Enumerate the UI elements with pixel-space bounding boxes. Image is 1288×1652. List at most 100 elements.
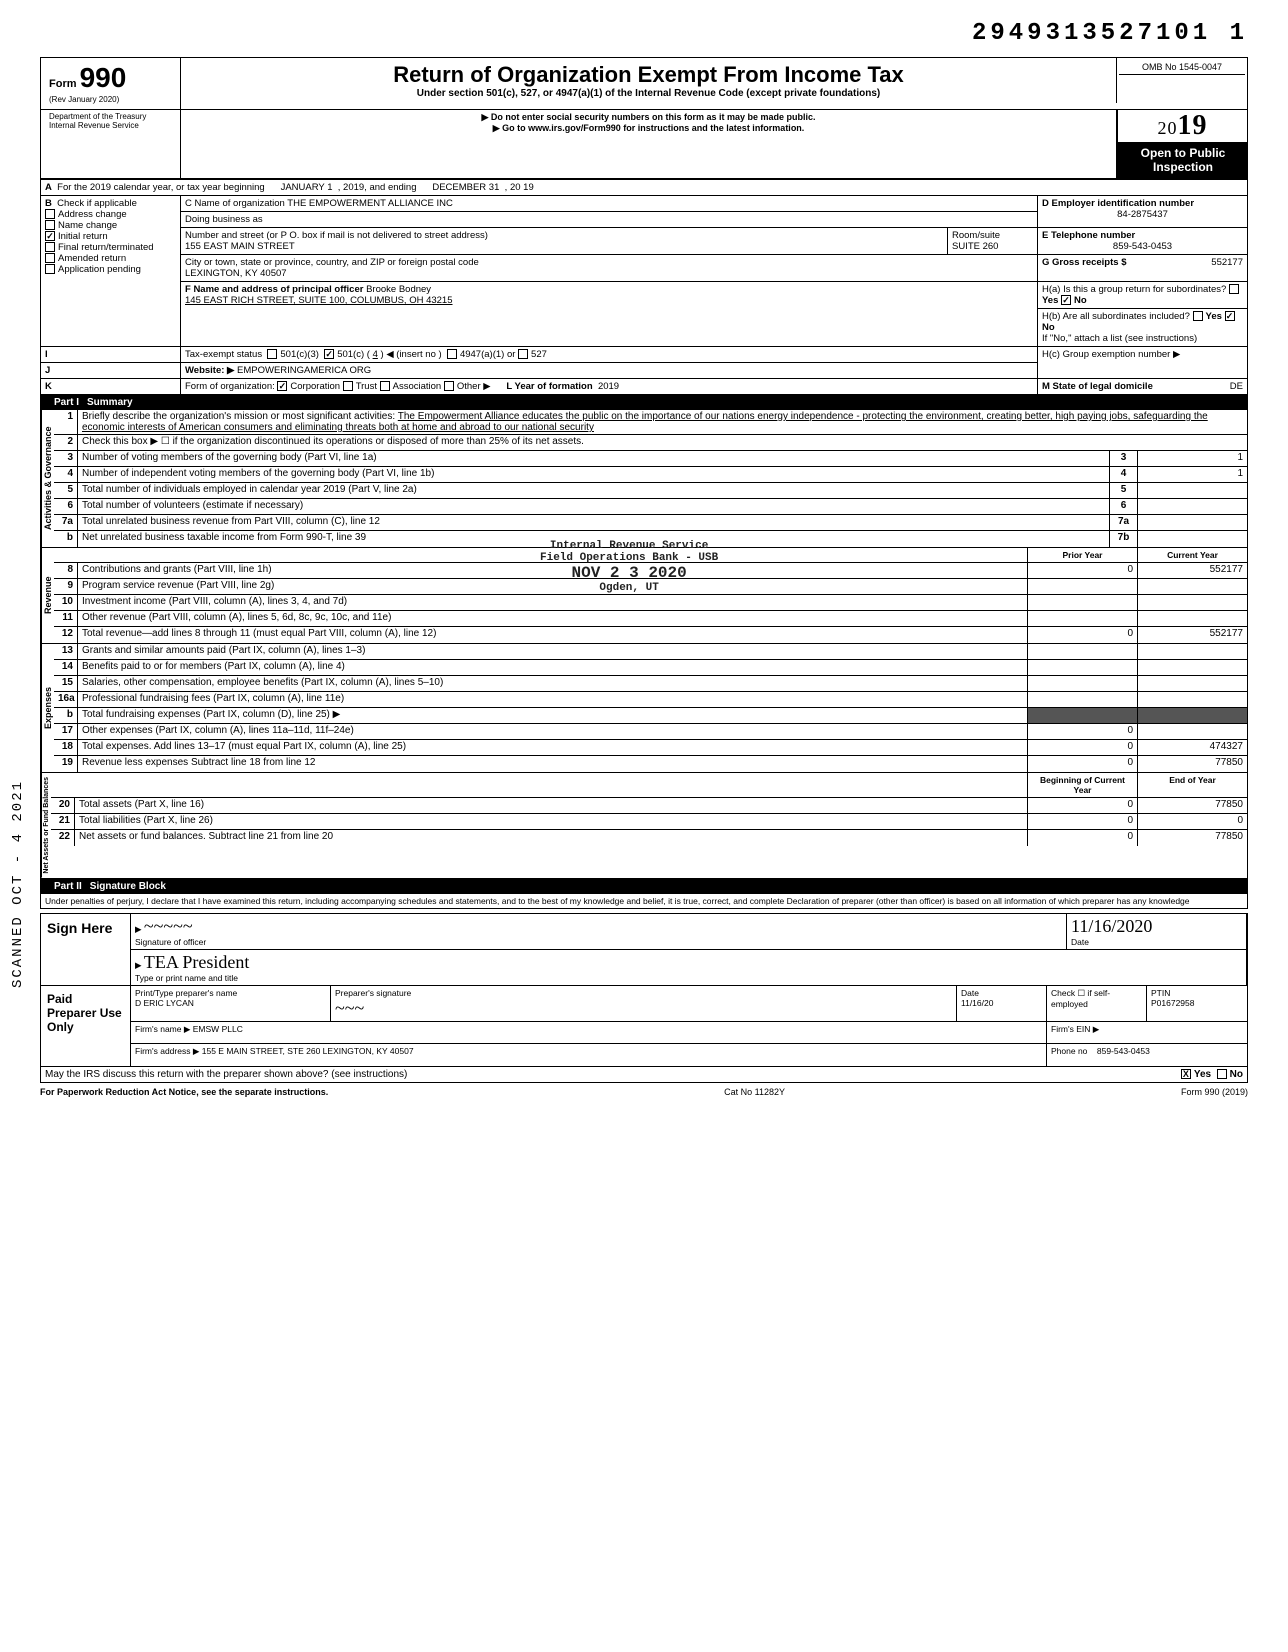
hc: H(c) Group exemption number ▶ [1042,349,1180,360]
v18c: 474327 [1137,740,1247,755]
lineA: For the 2019 calendar year, or tax year … [57,182,265,193]
cb-addr[interactable] [45,209,55,219]
l16b: Total fundraising expenses (Part IX, col… [78,708,1027,723]
sign-here: Sign Here [41,914,131,985]
v21e: 0 [1137,814,1247,829]
main-title: Return of Organization Exempt From Incom… [189,62,1108,88]
open1: Open to Public [1122,146,1244,160]
f-addr: 145 EAST RICH STREET, SUITE 100, COLUMBU… [185,295,453,306]
l6: Total number of volunteers (estimate if … [78,499,1109,514]
part2-header: Part IISignature Block [40,879,1248,894]
k1: Trust [356,381,377,392]
ptin-lbl: PTIN [1151,988,1170,998]
l12: Total revenue—add lines 8 through 11 (mu… [78,627,1027,643]
k-label: Form of organization: [185,381,275,392]
footer: For Paperwork Reduction Act Notice, see … [40,1087,1248,1097]
c-label: C Name of organization [185,198,285,209]
header-fields: A For the 2019 calendar year, or tax yea… [40,179,1248,395]
hby: Yes [1206,311,1222,322]
k-assoc[interactable] [380,381,390,391]
ptin: P01672958 [1151,998,1195,1008]
hb-no[interactable]: ✓ [1225,311,1235,321]
cb-amend[interactable] [45,253,55,263]
arrow1: ▶ Do not enter social security numbers o… [183,112,1114,123]
hay: Yes [1042,295,1058,306]
l2: Check this box ▶ ☐ if the organization d… [78,435,1247,450]
k-trust[interactable] [343,381,353,391]
irs-stamp: Internal Revenue Service Field Operation… [540,540,718,594]
f-name: Brooke Bodney [366,284,431,295]
io4: 4947(a)(1) or [460,349,515,360]
cb-name[interactable] [45,220,55,230]
io0: 501(c)(3) [280,349,319,360]
side-na: Net Assets or Fund Balances [41,773,51,878]
io2: 4 [373,349,378,360]
e-phone: 859-543-0453 [1042,241,1243,252]
c-street: 155 EAST MAIN STREET [185,241,295,252]
c-city-lbl: City or town, state or province, country… [185,257,479,268]
p1: Part I [46,397,87,408]
begin: JANUARY 1 [281,182,333,193]
cb-final[interactable] [45,242,55,252]
g-val: 552177 [1211,257,1243,268]
form-label: Form [49,78,77,90]
b4: Amended return [58,253,126,264]
m-label: M State of legal domicile [1042,381,1153,392]
firm-name: EMSW PLLC [193,1024,243,1034]
cb-initial[interactable]: ✓ [45,231,55,241]
ha-no[interactable]: ✓ [1061,295,1071,305]
sig-date-val: 11/16/2020 [1071,916,1152,936]
v3: 1 [1137,451,1247,466]
io3: ) ◀ (insert no ) [381,349,442,360]
prep-name-lbl: Print/Type preparer's name [135,988,237,998]
perjury: Under penalties of perjury, I declare th… [40,894,1248,909]
discuss-yes: Yes [1194,1069,1211,1080]
hb-yes[interactable] [1193,311,1203,321]
i-4947[interactable] [447,349,457,359]
sig-officer-lbl: Signature of officer [135,937,206,947]
v8p: 0 [1027,563,1137,578]
firm-ein-lbl: Firm's EIN ▶ [1047,1022,1247,1043]
form-footer: Form 990 (2019) [1181,1087,1248,1097]
g-label: G Gross receipts $ [1042,257,1126,268]
yr: , 20 19 [505,182,534,193]
ha-yes[interactable] [1229,284,1239,294]
v4: 1 [1137,467,1247,482]
l11: Other revenue (Part VIII, column (A), li… [78,611,1027,626]
l3: Number of voting members of the governin… [78,451,1109,466]
han: No [1074,295,1087,306]
discuss-yes-cb[interactable]: X [1181,1069,1191,1079]
year: 20201919 [1118,110,1247,142]
end: DECEMBER 31 [432,182,499,193]
k-corp[interactable]: ✓ [277,381,287,391]
b2: Initial return [58,231,108,242]
i-c3[interactable] [267,349,277,359]
ha: H(a) Is this a group return for subordin… [1042,284,1226,295]
i-527[interactable] [518,349,528,359]
discuss-no-cb[interactable] [1217,1069,1227,1079]
l13: Grants and similar amounts paid (Part IX… [78,644,1027,659]
i-c[interactable]: ✓ [324,349,334,359]
l17: Other expenses (Part IX, column (A), lin… [78,724,1027,739]
st2: Field Operations Bank - USB [540,552,718,564]
d-label: D Employer identification number [1042,198,1194,209]
curr-hdr: Current Year [1137,548,1247,562]
hb: H(b) Are all subordinates included? [1042,311,1190,322]
catno: Cat No 11282Y [724,1087,785,1097]
prep-sig-lbl: Preparer's signature [335,988,411,998]
p1t: Summary [87,397,1242,408]
dln: 2949313527101 1 [40,20,1248,47]
k-other[interactable] [444,381,454,391]
sig-date-lbl: Date [1071,937,1089,947]
d-ein: 84-2875437 [1042,209,1243,220]
arrow2: ▶ Go to www.irs.gov/Form990 for instruct… [183,123,1114,134]
cb-app[interactable] [45,264,55,274]
b5: Application pending [58,264,141,275]
side-rev: Revenue [41,548,54,643]
l18: Total expenses. Add lines 13–17 (must eq… [78,740,1027,755]
hb-note: If "No," attach a list (see instructions… [1042,333,1197,344]
firm-addr: 155 E MAIN STREET, STE 260 LEXINGTON, KY… [202,1046,414,1056]
f-label: F Name and address of principal officer [185,284,363,295]
j-val: EMPOWERINGAMERICA ORG [237,365,371,376]
v12p: 0 [1027,627,1137,643]
